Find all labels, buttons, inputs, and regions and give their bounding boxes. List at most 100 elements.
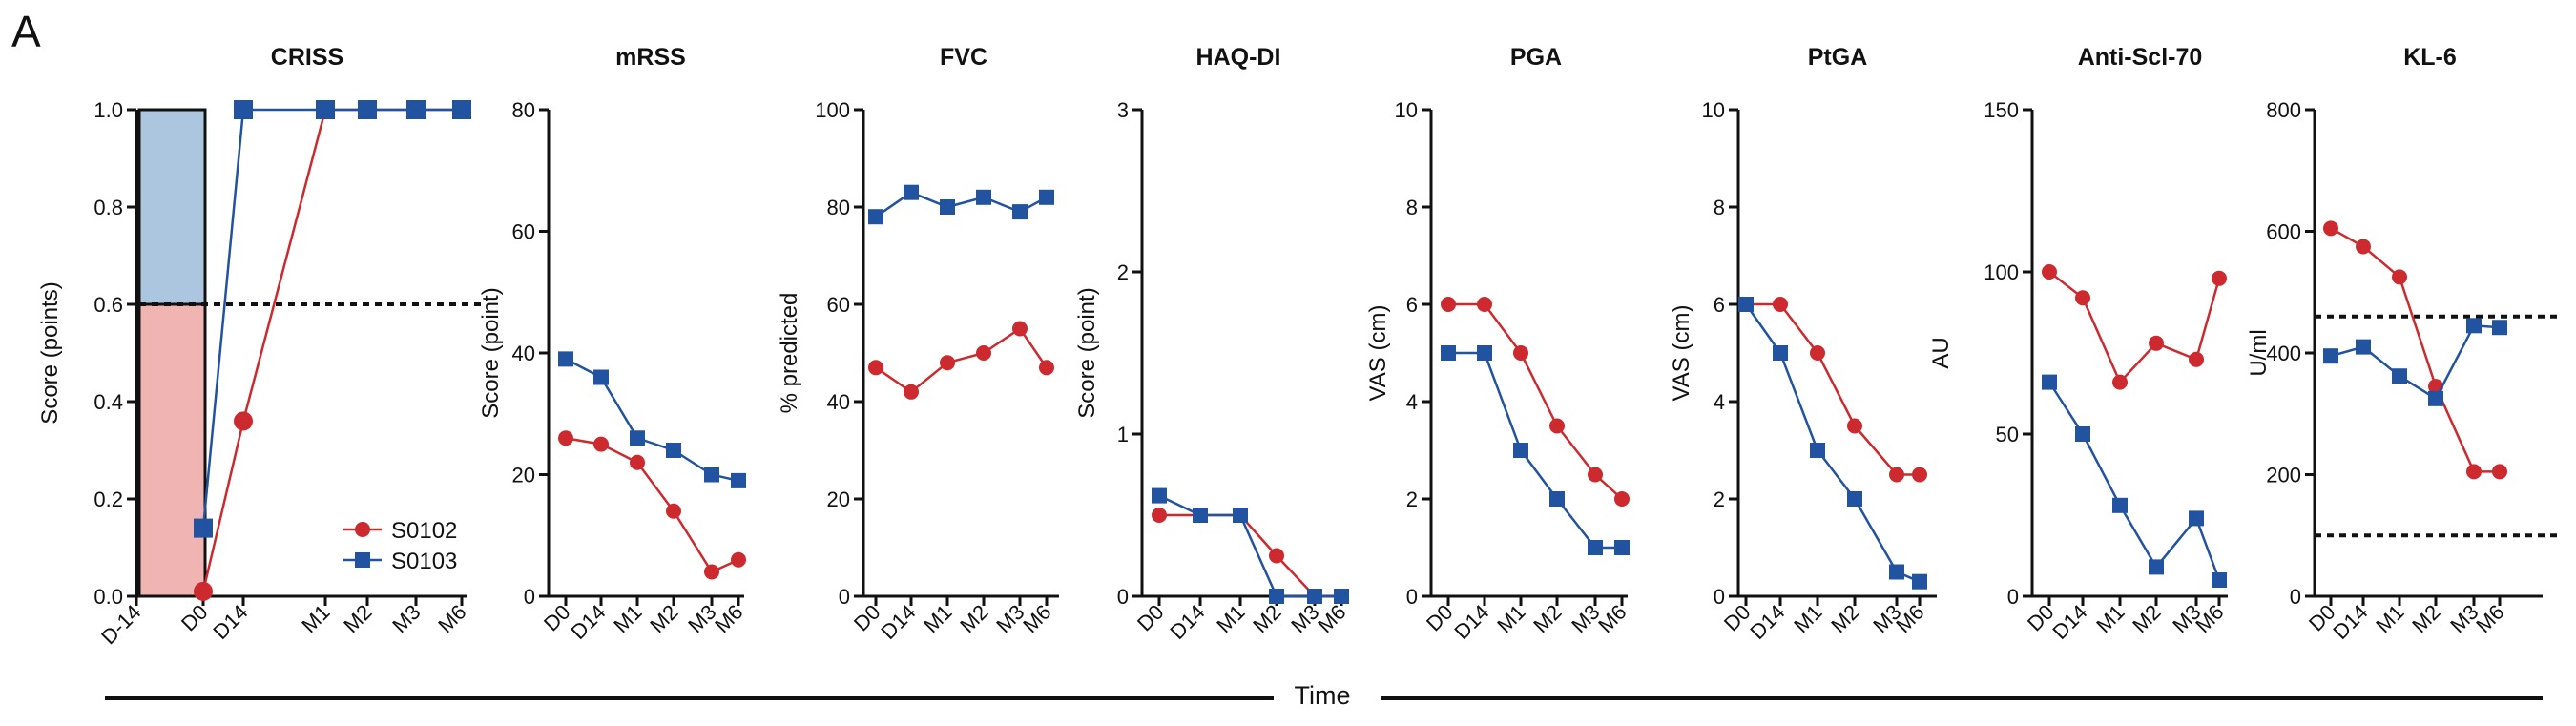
chart-ptga-y-label: VAS (cm) <box>1669 305 1694 402</box>
chart-ptga-point-s0103 <box>1810 443 1825 458</box>
chart-haq-di-title: HAQ-DI <box>1196 44 1281 71</box>
chart-criss-point-s0103 <box>452 100 471 119</box>
chart-pga-y-tick-label: 0 <box>1406 585 1418 609</box>
chart-mrss-series-s0102-line <box>565 437 739 574</box>
chart-fvc-point-s0103 <box>940 199 955 215</box>
chart-criss-x-tick-label: M3 <box>387 600 425 637</box>
chart-ptga-point-s0103 <box>1889 564 1904 580</box>
chart-haq-di-x-tick-label: M2 <box>1248 600 1285 637</box>
chart-kl-6-x-tick-label: M6 <box>2471 600 2508 637</box>
chart-criss-point-s0103 <box>406 100 426 119</box>
chart-mrss-point-s0102 <box>731 551 746 568</box>
chart-fvc-series-s0102-line <box>875 326 1049 394</box>
chart-haq-di-series-s0102-line <box>1159 513 1341 598</box>
chart-anti-scl-70-point-s0102 <box>2149 335 2164 351</box>
chart-fvc-point-s0103 <box>1012 204 1028 220</box>
chart-mrss-y-tick-label: 60 <box>512 220 535 244</box>
chart-ptga-point-s0102 <box>1889 467 1904 483</box>
chart-pga-point-s0103 <box>1477 345 1492 361</box>
chart-anti-scl-70-point-s0103 <box>2189 510 2204 527</box>
panel-letter: A <box>11 7 41 56</box>
chart-anti-scl-70-y-tick-label: 150 <box>1984 98 2019 122</box>
chart-haq-di-point-s0103 <box>1152 487 1167 504</box>
chart-pga-y-tick-label: 2 <box>1406 487 1418 511</box>
chart-fvc-y-label: % predicted <box>777 293 802 414</box>
chart-mrss-y-tick-label: 20 <box>512 464 535 487</box>
chart-kl-6-title: KL-6 <box>2403 44 2457 71</box>
chart-criss-series-s0103-line <box>201 108 462 529</box>
chart-pga-point-s0102 <box>1549 418 1565 434</box>
chart-pga-y-tick-label: 10 <box>1395 98 1418 122</box>
chart-criss-y-label: Score (points) <box>37 281 63 424</box>
chart-pga-x-tick-label: M6 <box>1593 600 1631 637</box>
chart-ptga-y-tick-label: 0 <box>1714 585 1725 609</box>
chart-haq-di-x-tick-label: D0 <box>1132 600 1169 636</box>
chart-mrss-point-s0103 <box>731 472 746 488</box>
chart-kl-6-y-tick-label: 0 <box>2290 585 2301 609</box>
chart-criss-x-tick-label: D0 <box>177 600 213 636</box>
chart-criss-shaded-band-1 <box>137 108 207 306</box>
chart-criss-x-tick-label: M1 <box>297 600 334 637</box>
chart-criss-x-tick-label: D14 <box>208 600 252 644</box>
chart-fvc-point-s0103 <box>976 189 991 205</box>
chart-mrss-y-tick-label: 40 <box>512 342 535 365</box>
chart-haq-di-point-s0103 <box>1307 589 1322 604</box>
chart-pga-y-tick-label: 6 <box>1406 293 1418 317</box>
chart-ptga-y-tick-label: 2 <box>1714 487 1725 511</box>
chart-haq-di-point-s0103 <box>1233 508 1248 523</box>
chart-ptga-y-tick-label: 10 <box>1702 98 1725 122</box>
chart-fvc-point-s0102 <box>904 384 919 400</box>
chart-pga-point-s0102 <box>1441 297 1456 312</box>
chart-pga-point-s0102 <box>1614 491 1630 507</box>
chart-pga-point-s0103 <box>1614 540 1630 555</box>
chart-anti-scl-70-y-tick-label: 50 <box>1996 423 2019 446</box>
chart-fvc-x-tick-label: D14 <box>876 600 920 644</box>
chart-ptga-y-tick-label: 6 <box>1714 293 1725 317</box>
shared-x-axis-label: Time <box>1294 681 1351 710</box>
chart-criss-point-s0103 <box>358 100 377 119</box>
chart-fvc-point-s0103 <box>904 184 919 200</box>
chart-ptga-point-s0102 <box>1912 467 1927 483</box>
chart-criss-point-s0102 <box>194 581 213 601</box>
chart-pga-title: PGA <box>1510 44 1562 71</box>
chart-pga-point-s0103 <box>1441 345 1456 361</box>
chart-anti-scl-70-x-tick-label: M1 <box>2091 600 2129 637</box>
chart-kl-6-point-s0102 <box>2466 464 2482 480</box>
chart-anti-scl-70-point-s0102 <box>2212 270 2227 286</box>
chart-anti-scl-70-x-tick-label: M2 <box>2128 600 2165 637</box>
chart-criss-y-tick-label: 0.0 <box>93 585 123 609</box>
chart-mrss-point-s0102 <box>558 430 573 446</box>
chart-kl-6-series-s0103-line <box>2330 324 2501 401</box>
legend-marker-s0103 <box>355 552 370 568</box>
chart-fvc-title: FVC <box>940 44 987 71</box>
chart-mrss-x-tick-label: D14 <box>566 600 610 644</box>
chart-mrss-point-s0103 <box>593 369 609 385</box>
chart-kl-6-point-s0102 <box>2392 269 2407 285</box>
chart-haq-di-y-tick-label: 0 <box>1117 585 1129 609</box>
chart-haq-di-x-tick-label: M1 <box>1212 600 1249 637</box>
chart-anti-scl-70-point-s0103 <box>2112 497 2128 513</box>
chart-anti-scl-70-point-s0102 <box>2189 351 2204 367</box>
chart-anti-scl-70-point-s0102 <box>2042 264 2057 280</box>
chart-kl-6-point-s0103 <box>2392 368 2407 384</box>
chart-ptga-y-tick-label: 4 <box>1714 390 1725 414</box>
chart-ptga-point-s0103 <box>1912 573 1927 590</box>
chart-criss-title: CRISS <box>271 44 343 71</box>
chart-pga-y-label: VAS (cm) <box>1365 305 1391 402</box>
chart-haq-di-point-s0103 <box>1334 589 1349 604</box>
chart-criss-point-s0102 <box>234 411 253 431</box>
chart-fvc-point-s0102 <box>940 355 955 371</box>
chart-kl-6-point-s0103 <box>2323 348 2338 364</box>
chart-ptga-point-s0103 <box>1773 345 1788 361</box>
chart-mrss-point-s0102 <box>704 564 719 580</box>
chart-anti-scl-70-point-s0102 <box>2075 290 2090 306</box>
chart-ptga-point-s0102 <box>1773 297 1788 312</box>
chart-anti-scl-70-title: Anti-Scl-70 <box>2078 44 2203 71</box>
chart-mrss-point-s0103 <box>704 467 719 483</box>
chart-criss-y-tick-label: 0.6 <box>93 293 123 317</box>
